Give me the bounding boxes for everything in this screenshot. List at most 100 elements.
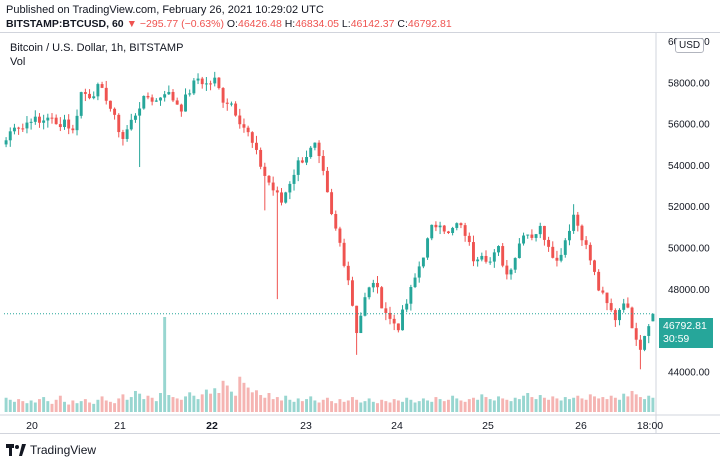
volume-bar [551, 396, 555, 412]
volume-bar [563, 397, 567, 412]
candle-body [613, 310, 617, 321]
candle-body [488, 261, 492, 263]
candle-body [380, 287, 384, 309]
candle-body [572, 214, 576, 231]
candle-body [605, 292, 609, 304]
candle-body [179, 104, 183, 112]
volume-bar [547, 399, 551, 412]
chart-frame [0, 32, 720, 434]
volume-bar [54, 399, 58, 412]
candle-body [75, 115, 79, 131]
y-tick-label: 50000.00 [668, 244, 710, 255]
x-tick-label: 26 [575, 420, 587, 432]
volume-bar [209, 393, 213, 412]
candle-body [530, 234, 534, 238]
volume-bar [330, 401, 334, 412]
legend-title[interactable]: Bitcoin / U.S. Dollar, 1h, BITSTAMP [10, 42, 184, 54]
volume-bar [221, 380, 225, 412]
volume-bar [213, 388, 217, 412]
volume-bar [484, 397, 488, 412]
volume-bar [555, 398, 559, 412]
x-tick-label: 18:00 [637, 420, 663, 432]
volume-bar [371, 401, 375, 412]
volume-bar [67, 404, 71, 412]
y-tick-label: 58000.00 [668, 78, 710, 89]
legend-volume[interactable]: Vol [10, 56, 26, 68]
symbol-label[interactable]: BITSTAMP:BTCUSD, 60 [6, 18, 124, 30]
candle-body [451, 227, 455, 234]
volume-bar [480, 394, 484, 412]
last-price-tag: 46792.81 30:59 [659, 318, 713, 348]
currency-badge[interactable]: USD [675, 38, 705, 53]
volume-bar [417, 401, 421, 412]
candle-body [609, 303, 613, 311]
volume-bar [284, 395, 288, 412]
volume-bar [538, 395, 542, 412]
candle-body [597, 271, 601, 291]
candle-body [213, 77, 217, 84]
candle-body [8, 131, 12, 141]
volume-bar [125, 399, 129, 412]
candle-body [634, 328, 638, 340]
volume-bar [580, 398, 584, 412]
candle-body [551, 246, 555, 258]
close-value: 46792.81 [407, 18, 452, 30]
candle-body [480, 255, 484, 260]
volume-bar [430, 401, 434, 412]
volume-bar [421, 398, 425, 412]
candle-body [29, 121, 33, 123]
candle-body [421, 257, 425, 267]
candle-body [317, 142, 321, 157]
volume-bar [522, 395, 526, 412]
volume-bar [117, 398, 121, 412]
volume-bar [513, 397, 517, 412]
volume-bar [305, 399, 309, 412]
candle-body [434, 224, 438, 228]
candle-body [438, 225, 442, 228]
candle-body [376, 282, 379, 288]
candle-body [113, 108, 117, 115]
volume-bar [121, 394, 125, 412]
candle-body [121, 132, 125, 139]
candle-body [138, 108, 142, 116]
candle-body [292, 174, 296, 184]
candle-body [209, 83, 213, 85]
volume-bar [17, 399, 21, 412]
volume-bar [392, 399, 396, 412]
volume-bar [171, 397, 175, 412]
volume-bar [154, 401, 158, 412]
candle-body [67, 119, 71, 129]
volume-bar [517, 399, 521, 412]
candle-body [200, 78, 204, 85]
volume-bar [413, 402, 417, 412]
volume-bar [376, 403, 379, 412]
volume-bar [405, 397, 409, 412]
volume-bar [271, 399, 275, 412]
volume-bar [167, 395, 171, 412]
candle-body [405, 303, 409, 310]
candle-body [246, 127, 250, 133]
volume-bar [346, 400, 350, 412]
volume-bar [300, 401, 304, 412]
volume-bar [572, 397, 576, 412]
volume-bar [630, 390, 634, 412]
volume-bar [367, 398, 371, 412]
volume-bar [526, 393, 530, 412]
volume-bar [146, 395, 150, 412]
candle-body [643, 335, 647, 350]
candle-body [229, 103, 233, 105]
x-tick-label: 20 [26, 420, 38, 432]
volume-bar [613, 397, 617, 412]
volume-bar [88, 402, 92, 412]
candle-body [501, 246, 505, 266]
candle-body [367, 287, 371, 298]
change-value: −295.77 (−0.63%) [139, 18, 224, 30]
candle-body [601, 290, 605, 293]
volume-bar [50, 403, 54, 412]
candle-body [188, 93, 192, 95]
volume-bar [534, 399, 538, 412]
volume-bar [217, 393, 221, 412]
volume-bar [163, 317, 167, 412]
footer-branding[interactable]: TradingView [6, 443, 96, 457]
